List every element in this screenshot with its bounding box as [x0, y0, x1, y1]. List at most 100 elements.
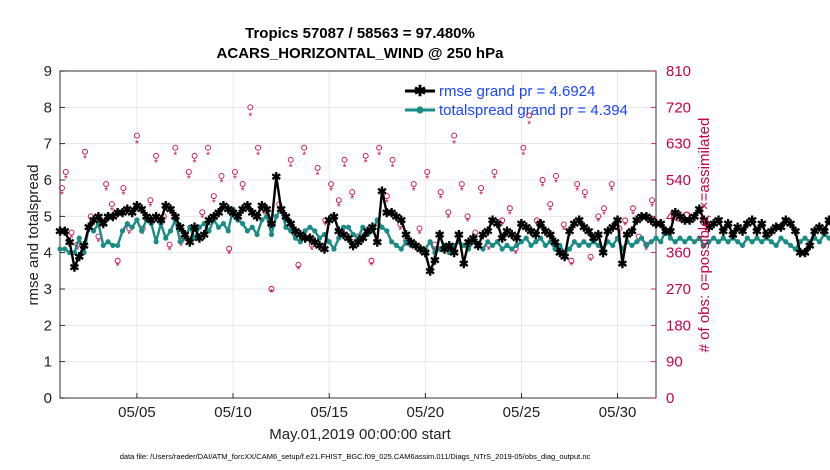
totalspread-point [725, 239, 731, 245]
obs-assimilated-point: * [527, 119, 531, 130]
right-tick-label: 720 [666, 99, 691, 116]
obs-possible-point [108, 201, 115, 208]
obs-possible-point [629, 205, 636, 212]
obs-possible-point [581, 189, 588, 196]
rmse-point: ✱ [214, 206, 224, 220]
rmse-point: ✱ [271, 170, 281, 184]
totalspread-point [110, 242, 116, 248]
obs-assimilated-point: * [554, 178, 558, 189]
rmse-point: ✱ [810, 224, 820, 238]
rmse-point: ✱ [771, 221, 781, 235]
rmse-point: ✱ [502, 224, 512, 238]
obs-assimilated-point: * [548, 206, 552, 217]
rmse-point: ✱ [127, 206, 137, 220]
obs-possible-point [133, 132, 140, 139]
right-y-axis-label: # of obs: o=possible; ×=assimilated [696, 118, 713, 353]
left-tick-label: 2 [44, 317, 52, 334]
obs-assimilated-point: * [233, 174, 237, 185]
rmse-point: ✱ [146, 213, 156, 227]
totalspread-point [706, 239, 712, 245]
rmse-point: ✱ [507, 228, 517, 242]
right-tick-label: 90 [666, 354, 683, 371]
obs-assimilated-point: * [391, 162, 395, 173]
obs-assimilated-point: * [562, 225, 566, 236]
rmse-point: ✱ [646, 213, 656, 227]
rmse-point: ✱ [713, 213, 723, 227]
obs-assimilated-point: * [514, 249, 518, 260]
totalspread-point [509, 246, 515, 252]
rmse-point: ✱ [84, 221, 94, 235]
rmse-point: ✱ [704, 221, 714, 235]
obs-assimilated-point: * [487, 245, 491, 256]
rmse-point: ✱ [574, 213, 584, 227]
rmse-point: ✱ [358, 232, 368, 246]
obs-assimilated-point: * [439, 194, 443, 205]
left-y-axis-ticks: 0 1 2 3 4 5 6 7 8 9 [44, 63, 65, 407]
totalspread-point [268, 231, 275, 238]
rmse-point: ✱ [805, 239, 815, 253]
rmse-point: ✱ [411, 239, 421, 253]
rmse-point: ✱ [180, 228, 190, 242]
totalspread-point [792, 246, 798, 252]
rmse-point: ✱ [377, 184, 387, 198]
totalspread-point [336, 235, 342, 241]
rmse-point: ✱ [473, 239, 483, 253]
left-tick-label: 4 [44, 245, 52, 262]
rmse-point: ✱ [598, 246, 608, 260]
totalspread-point [677, 235, 683, 241]
obs-assimilated-point: * [323, 221, 327, 232]
legend-rmse-label: rmse grand pr = 4.6924 [439, 83, 595, 100]
obs-possible-point [239, 181, 246, 187]
rmse-point: ✱ [65, 235, 75, 249]
rmse-point: ✱ [555, 246, 565, 260]
left-tick-label: 5 [44, 208, 52, 225]
totalspread-point [682, 239, 688, 245]
obs-assimilated-point: * [135, 139, 139, 150]
obs-assimilated-point: * [343, 162, 347, 173]
obs-possible-point [464, 213, 471, 220]
obs-possible-point [322, 217, 329, 224]
obs-possible-point [595, 213, 602, 220]
obs-possible-point [199, 209, 206, 216]
rmse-point: ✱ [286, 217, 296, 231]
totalspread-point [826, 235, 830, 241]
rmse-series: ✱✱✱✱✱✱✱✱✱✱✱✱✱✱✱✱✱✱✱✱✱✱✱✱✱✱✱✱✱✱✱✱✱✱✱✱✱✱✱✱… [55, 170, 830, 278]
obs-assimilated-point: * [583, 194, 587, 205]
rmse-point: ✱ [665, 224, 675, 238]
rmse-point: ✱ [492, 217, 502, 231]
obs-possible-point [499, 217, 506, 224]
rmse-point: ✱ [281, 210, 291, 224]
obs-possible-point [232, 168, 238, 175]
totalspread-point [489, 242, 496, 248]
totalspread-point [345, 224, 351, 230]
rmse-point: ✱ [459, 257, 469, 271]
rmse-point: ✱ [521, 221, 531, 235]
totalspread-point [773, 242, 779, 248]
rmse-point: ✱ [247, 206, 257, 220]
totalspread-point [201, 221, 207, 227]
rmse-point: ✱ [661, 224, 671, 238]
rmse-point: ✱ [185, 235, 195, 249]
obs-assimilated-point: * [452, 139, 456, 150]
rmse-point: ✱ [464, 235, 474, 249]
left-tick-label: 1 [44, 354, 52, 371]
totalspread-point [350, 231, 356, 238]
rmse-point: ✱ [723, 217, 733, 231]
rmse-point: ✱ [762, 228, 772, 242]
legend: ✱ rmse grand pr = 4.6924 totalspread gra… [405, 83, 628, 119]
totalspread-point [216, 224, 222, 230]
obs-assimilated-point: * [206, 151, 210, 162]
obs-assimilated-point: * [631, 210, 635, 221]
obs-assimilated-point: * [596, 217, 600, 228]
totalspread-point [124, 221, 130, 227]
obs-assimilated-point: * [521, 151, 525, 162]
obs-assimilated-point: * [589, 257, 593, 268]
rmse-point: ✱ [819, 224, 829, 238]
rmse-point: ✱ [334, 224, 344, 238]
rmse-point: ✱ [406, 235, 416, 249]
obs-assimilated-point: * [446, 214, 450, 225]
obs-possible-point [445, 209, 452, 216]
rmse-point: ✱ [694, 203, 704, 217]
totalspread-point [687, 235, 693, 241]
totalspread-point [658, 239, 664, 245]
